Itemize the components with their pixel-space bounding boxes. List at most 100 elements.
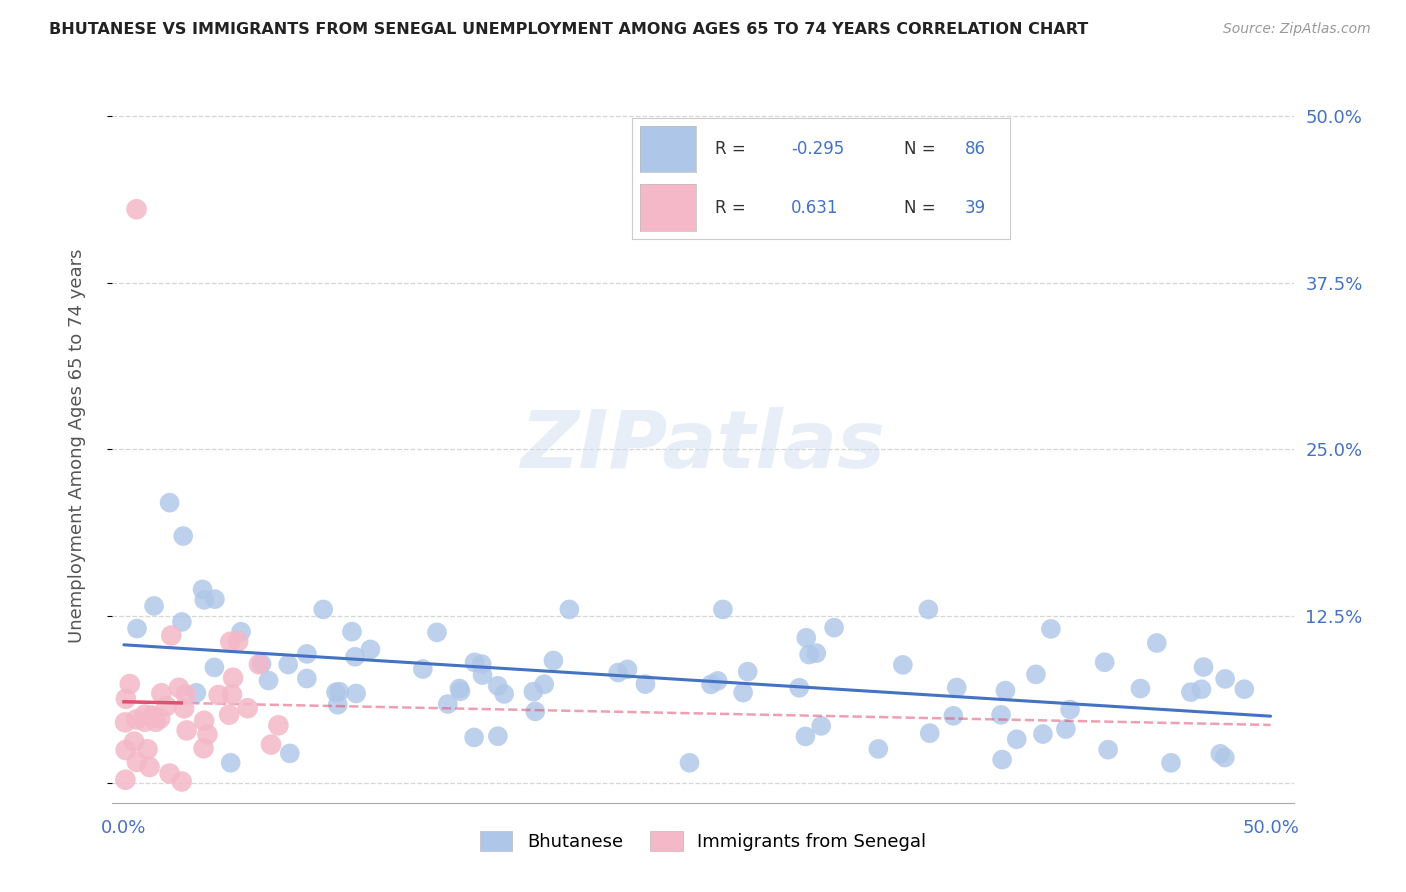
Point xyxy=(868,742,890,756)
Point xyxy=(125,755,148,769)
Point xyxy=(737,665,759,679)
Point xyxy=(136,742,159,756)
Point xyxy=(344,649,367,664)
Point xyxy=(167,681,190,695)
Point xyxy=(1160,756,1182,770)
Point xyxy=(449,684,471,698)
Point xyxy=(250,657,273,671)
Point xyxy=(607,665,630,680)
Point xyxy=(823,621,845,635)
Point xyxy=(247,657,270,672)
Point xyxy=(471,657,494,671)
Point xyxy=(170,774,193,789)
Point xyxy=(160,628,183,642)
Point xyxy=(267,718,290,732)
Point xyxy=(449,681,471,696)
Point xyxy=(159,766,181,780)
Point xyxy=(202,660,225,674)
Point xyxy=(558,602,581,616)
Text: ZIPatlas: ZIPatlas xyxy=(520,407,886,485)
Point xyxy=(1025,667,1047,681)
Point xyxy=(412,662,434,676)
Point xyxy=(191,582,214,597)
Point xyxy=(463,656,485,670)
Point xyxy=(891,657,914,672)
Point xyxy=(326,698,349,712)
Point xyxy=(700,677,723,691)
Point xyxy=(229,624,252,639)
Point xyxy=(236,701,259,715)
Point xyxy=(143,599,166,613)
Point xyxy=(219,634,242,648)
Point xyxy=(471,668,494,682)
Point xyxy=(486,679,509,693)
Point xyxy=(1192,660,1215,674)
Point xyxy=(787,681,810,695)
Point xyxy=(193,593,215,607)
Point xyxy=(122,734,145,748)
Point xyxy=(193,741,215,756)
Point xyxy=(486,729,509,743)
Point xyxy=(204,592,226,607)
Point xyxy=(806,646,828,660)
Point xyxy=(174,687,197,701)
Point xyxy=(1054,722,1077,736)
Point xyxy=(1094,655,1116,669)
Point xyxy=(706,673,728,688)
Point xyxy=(344,686,367,700)
Legend: Bhutanese, Immigrants from Senegal: Bhutanese, Immigrants from Senegal xyxy=(472,823,934,858)
Point xyxy=(918,726,941,740)
Point xyxy=(278,747,301,761)
Point xyxy=(173,701,195,715)
Point xyxy=(1233,682,1256,697)
Point xyxy=(325,685,347,699)
Point xyxy=(678,756,700,770)
Point xyxy=(219,756,242,770)
Point xyxy=(125,713,148,727)
Point xyxy=(277,657,299,672)
Point xyxy=(1213,750,1236,764)
Point xyxy=(1005,732,1028,747)
Point xyxy=(125,622,148,636)
Point xyxy=(159,496,181,510)
Point xyxy=(917,602,939,616)
Point xyxy=(1097,742,1119,756)
Point xyxy=(222,671,245,685)
Point xyxy=(810,719,832,733)
Text: Source: ZipAtlas.com: Source: ZipAtlas.com xyxy=(1223,22,1371,37)
Point xyxy=(1146,636,1168,650)
Point xyxy=(340,624,363,639)
Point xyxy=(295,672,318,686)
Point xyxy=(312,602,335,616)
Point xyxy=(328,684,350,698)
Point xyxy=(170,615,193,629)
Point xyxy=(115,691,138,706)
Point xyxy=(134,707,156,722)
Point xyxy=(359,642,381,657)
Point xyxy=(142,709,165,723)
Point xyxy=(794,631,817,645)
Point xyxy=(257,673,280,688)
Point xyxy=(990,707,1012,722)
Text: BHUTANESE VS IMMIGRANTS FROM SENEGAL UNEMPLOYMENT AMONG AGES 65 TO 74 YEARS CORR: BHUTANESE VS IMMIGRANTS FROM SENEGAL UNE… xyxy=(49,22,1088,37)
Point xyxy=(114,715,136,730)
Point xyxy=(1213,672,1236,686)
Point xyxy=(118,677,141,691)
Point xyxy=(494,687,516,701)
Point xyxy=(221,688,243,702)
Point xyxy=(134,714,156,729)
Point xyxy=(436,697,458,711)
Point xyxy=(150,686,173,700)
Point xyxy=(193,714,215,728)
Point xyxy=(797,648,820,662)
Point xyxy=(1039,622,1062,636)
Point xyxy=(260,738,283,752)
Point xyxy=(155,699,177,714)
Point xyxy=(1129,681,1152,696)
Point xyxy=(176,723,198,738)
Point xyxy=(426,625,449,640)
Point xyxy=(295,647,318,661)
Point xyxy=(114,743,136,757)
Point xyxy=(942,709,965,723)
Point xyxy=(994,683,1017,698)
